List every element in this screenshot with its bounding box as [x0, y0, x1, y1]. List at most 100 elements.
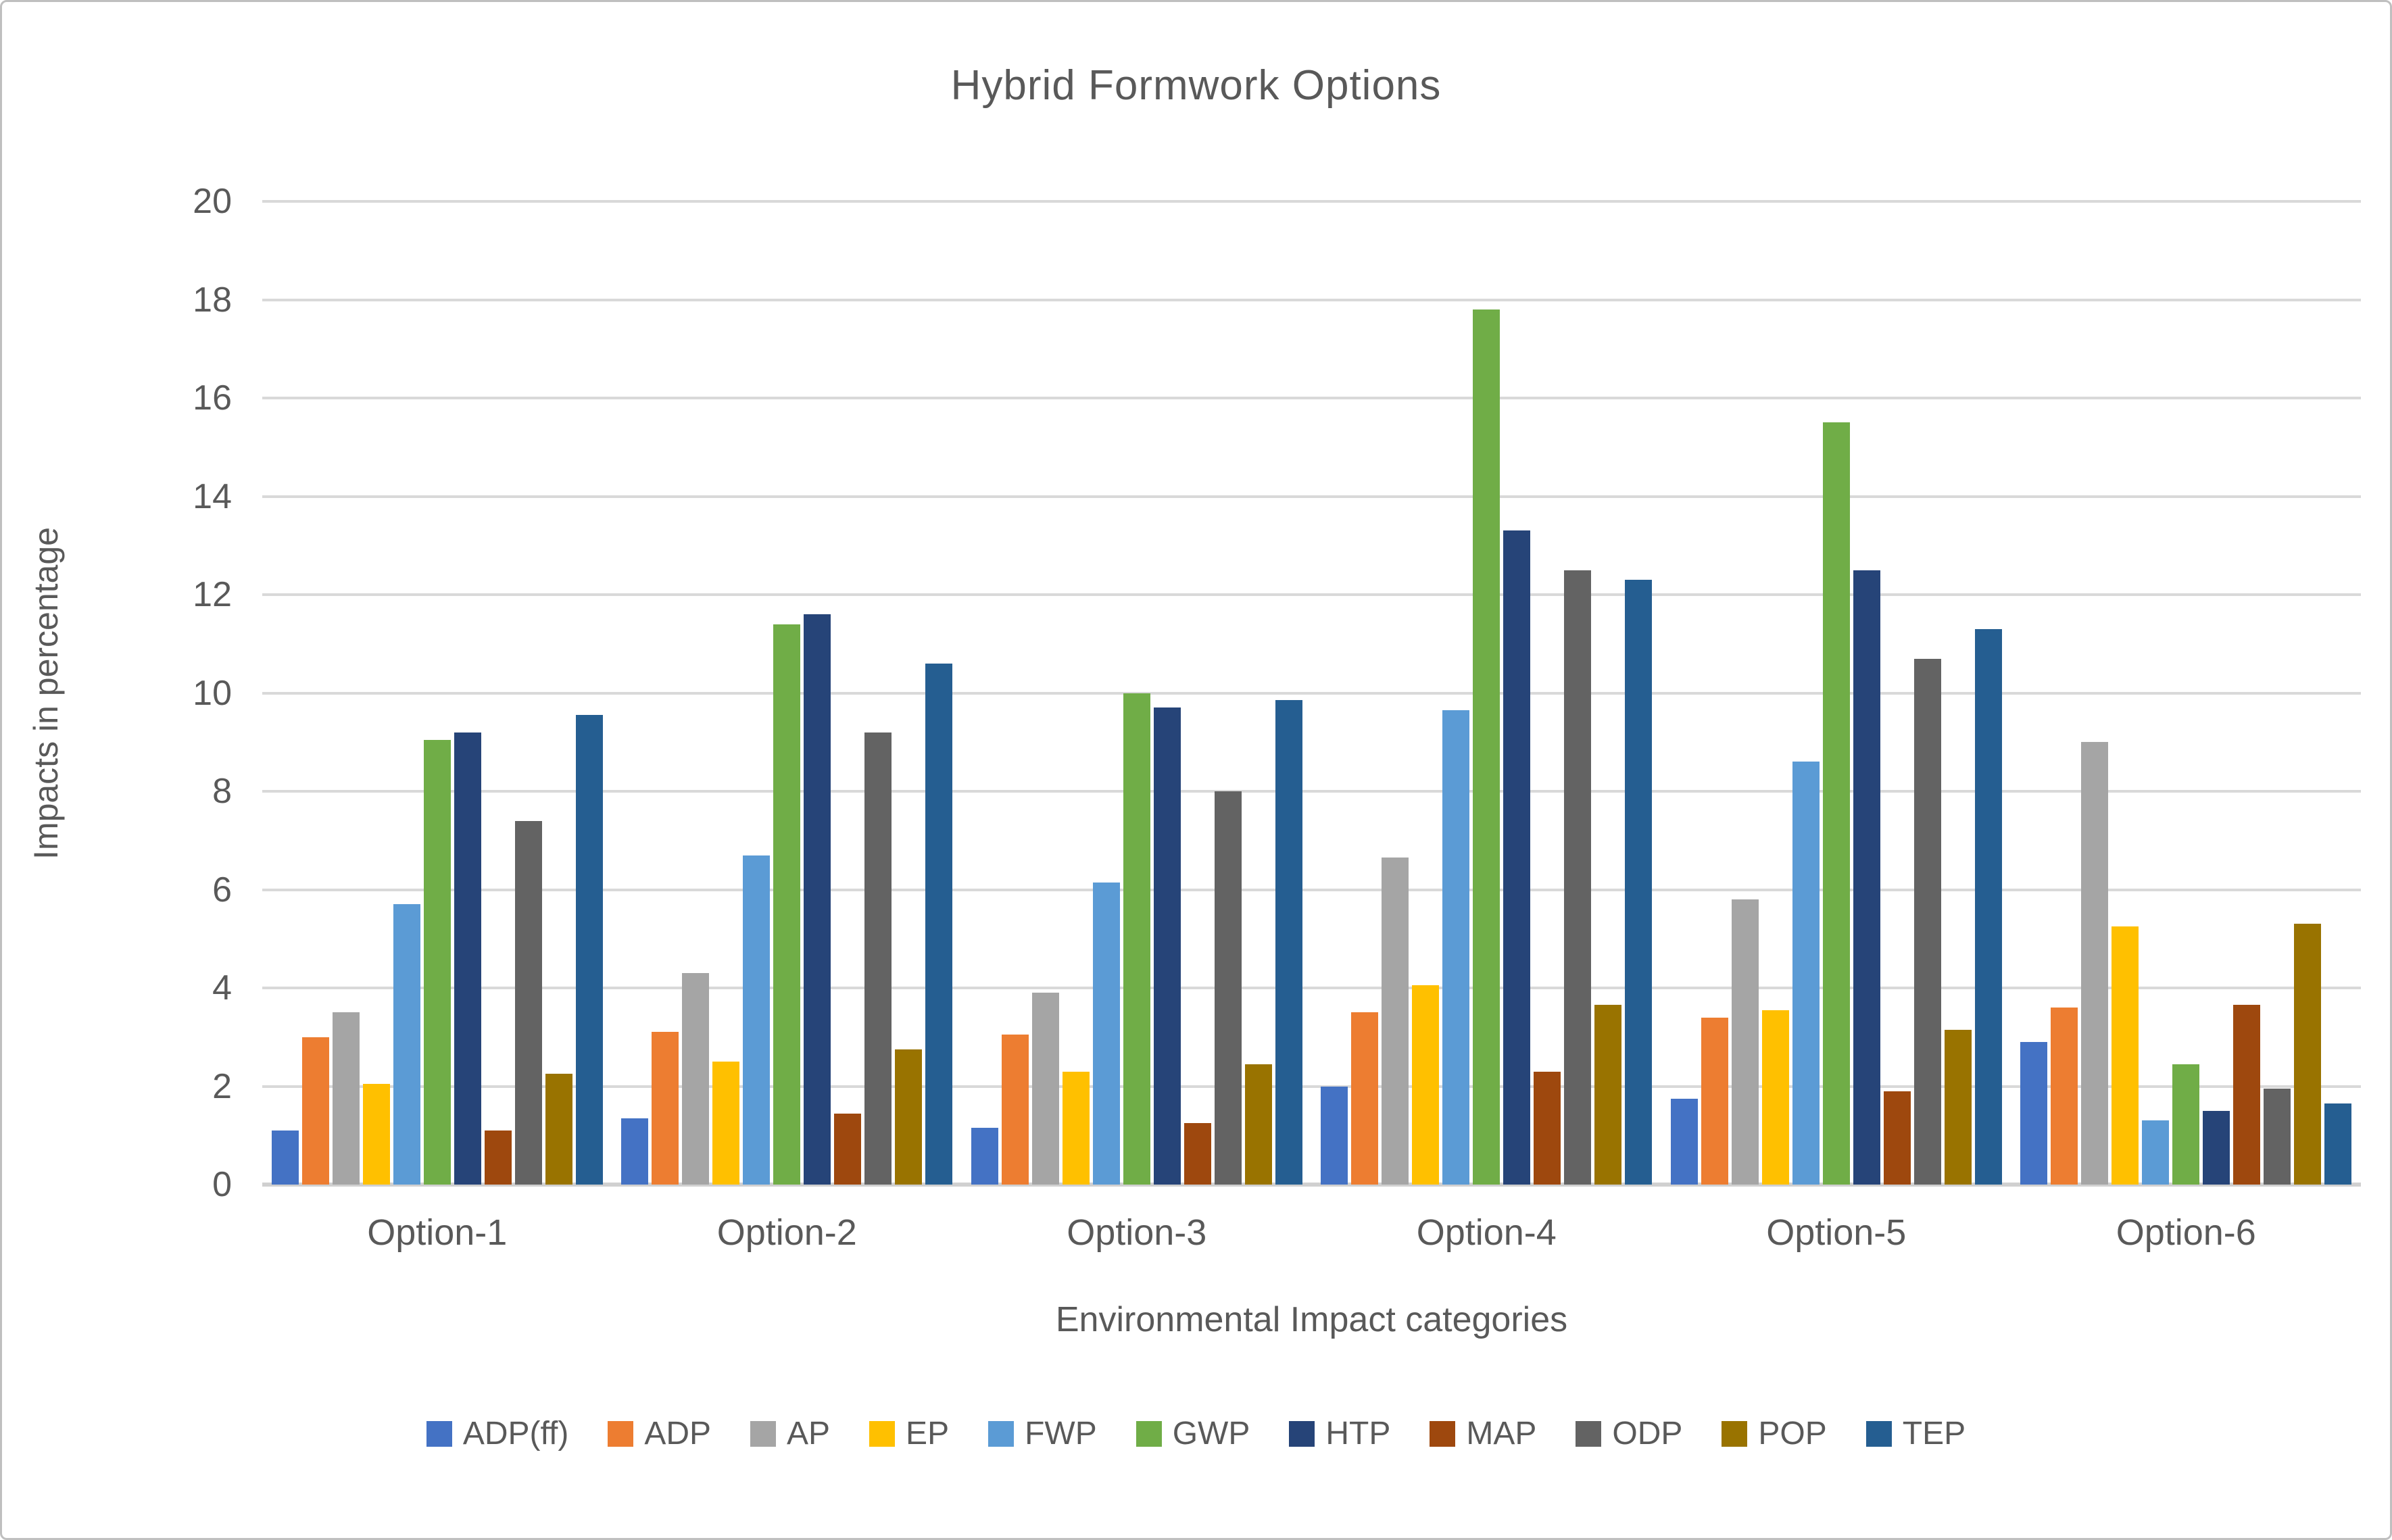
bar-adp(ff)-option-1 [271, 1130, 299, 1185]
bar-group-option-1 [262, 201, 612, 1185]
chart-title: Hybrid Formwork Options [950, 62, 1442, 109]
legend-item-adp: ADP [608, 1418, 711, 1450]
bar-htp-option-6 [2203, 1110, 2230, 1185]
bar-ep-option-2 [712, 1062, 740, 1185]
y-tick-label-20: 20 [193, 182, 232, 221]
bar-pop-option-1 [545, 1074, 572, 1185]
bar-ep-option-5 [1761, 1010, 1789, 1185]
legend-swatch-icon [988, 1421, 1015, 1447]
y-tick-label-2: 2 [212, 1066, 232, 1106]
x-tick-label-option-5: Option-5 [1766, 1212, 1907, 1253]
bar-gwp-option-2 [773, 624, 801, 1185]
bar-odp-option-4 [1564, 570, 1592, 1185]
bar-odp-option-3 [1214, 791, 1242, 1185]
legend-item-ap: AP [750, 1418, 830, 1450]
bar-adp-option-4 [1351, 1012, 1379, 1185]
bar-map-option-1 [484, 1130, 512, 1185]
x-axis-line [262, 1183, 2361, 1187]
legend-swatch-icon [869, 1421, 896, 1447]
bar-ap-option-6 [2081, 742, 2109, 1185]
y-tick-label-8: 8 [212, 772, 232, 811]
x-tick-labels: Option-1 Option-2 Option-3 Option-4 Option-5… [262, 1212, 2361, 1253]
y-tick-label-12: 12 [193, 575, 232, 614]
y-tick-label-4: 4 [212, 968, 232, 1008]
legend-label: EP [906, 1416, 950, 1451]
legend-label: POP [1758, 1416, 1827, 1451]
bar-pop-option-4 [1594, 1005, 1622, 1185]
bar-odp-option-1 [514, 820, 542, 1185]
gridline-4 [262, 987, 2361, 989]
legend-swatch-icon [608, 1421, 634, 1447]
bar-tep-option-5 [1974, 628, 2002, 1185]
gridline-20 [262, 200, 2361, 203]
bar-gwp-option-3 [1123, 693, 1150, 1185]
legend-item-ep: EP [869, 1418, 949, 1450]
bar-pop-option-5 [1944, 1029, 1972, 1185]
bar-adp(ff)-option-5 [1670, 1098, 1698, 1185]
bar-adp-option-1 [301, 1037, 329, 1185]
bar-htp-option-5 [1853, 570, 1880, 1185]
bar-tep-option-1 [575, 715, 603, 1185]
bar-odp-option-2 [864, 732, 892, 1185]
legend-label: ADP [644, 1416, 712, 1451]
legend-swatch-icon [1289, 1421, 1315, 1447]
legend-item-adp(ff): ADP(ff) [426, 1418, 568, 1450]
bar-group-option-5 [1661, 201, 2011, 1185]
bar-tep-option-3 [1275, 700, 1302, 1185]
bar-group-option-2 [612, 201, 962, 1185]
legend-item-fwp: FWP [988, 1418, 1097, 1450]
y-tick-label-18: 18 [193, 280, 232, 320]
bar-adp(ff)-option-2 [621, 1118, 649, 1185]
legend-swatch-icon [1136, 1421, 1162, 1447]
gridline-12 [262, 593, 2361, 596]
bar-map-option-4 [1534, 1071, 1561, 1185]
y-tick-label-14: 14 [193, 476, 232, 516]
bar-fwp-option-2 [743, 855, 771, 1185]
bar-group-option-4 [1312, 201, 1662, 1185]
bar-adp-option-6 [2051, 1008, 2078, 1185]
legend-swatch-icon [1722, 1421, 1748, 1447]
bar-pop-option-6 [2294, 924, 2322, 1185]
y-tick-labels: 0 2 4 6 8 10 12 14 16 18 20 [90, 184, 232, 1202]
gridline-14 [262, 495, 2361, 498]
gridline-10 [262, 691, 2361, 695]
bar-map-option-6 [2233, 1005, 2261, 1185]
gridline-8 [262, 790, 2361, 793]
legend: ADP(ff) ADP AP EP FWP GWP HTP MAP ODP POP TEP [2, 1418, 2390, 1450]
bar-ap-option-4 [1382, 858, 1409, 1185]
bar-pop-option-3 [1244, 1064, 1272, 1185]
bar-odp-option-6 [2264, 1089, 2291, 1185]
bar-adp(ff)-option-6 [2020, 1042, 2048, 1185]
bar-gwp-option-4 [1473, 309, 1500, 1185]
bar-odp-option-5 [1913, 658, 1941, 1185]
gridline-2 [262, 1085, 2361, 1088]
bar-group-option-6 [2011, 201, 2362, 1185]
bar-fwp-option-5 [1792, 762, 1820, 1185]
bar-ap-option-1 [332, 1012, 360, 1185]
bar-ep-option-3 [1062, 1071, 1090, 1185]
bar-ap-option-5 [1731, 899, 1759, 1185]
bar-adp-option-3 [1001, 1035, 1029, 1185]
bar-fwp-option-3 [1092, 882, 1120, 1185]
plot-area [262, 200, 2362, 1187]
y-axis-title: Impacts in percentage [22, 201, 70, 1185]
gridline-18 [262, 298, 2361, 301]
bar-ep-option-6 [2112, 926, 2139, 1185]
bar-ap-option-2 [682, 973, 710, 1185]
y-tick-label-0: 0 [212, 1165, 232, 1204]
bar-ap-option-3 [1031, 993, 1059, 1185]
legend-item-map: MAP [1430, 1418, 1536, 1450]
legend-label: FWP [1025, 1416, 1097, 1451]
y-tick-label-6: 6 [212, 870, 232, 910]
legend-item-htp: HTP [1289, 1418, 1390, 1450]
bar-gwp-option-5 [1822, 422, 1850, 1185]
legend-item-gwp: GWP [1136, 1418, 1250, 1450]
x-tick-label-option-2: Option-2 [716, 1212, 857, 1253]
bar-gwp-option-6 [2172, 1064, 2200, 1185]
legend-label: AP [787, 1416, 831, 1451]
bar-fwp-option-4 [1442, 710, 1470, 1185]
x-tick-label-option-6: Option-6 [2116, 1212, 2256, 1253]
bar-htp-option-2 [804, 614, 831, 1185]
gridline-16 [262, 397, 2361, 399]
